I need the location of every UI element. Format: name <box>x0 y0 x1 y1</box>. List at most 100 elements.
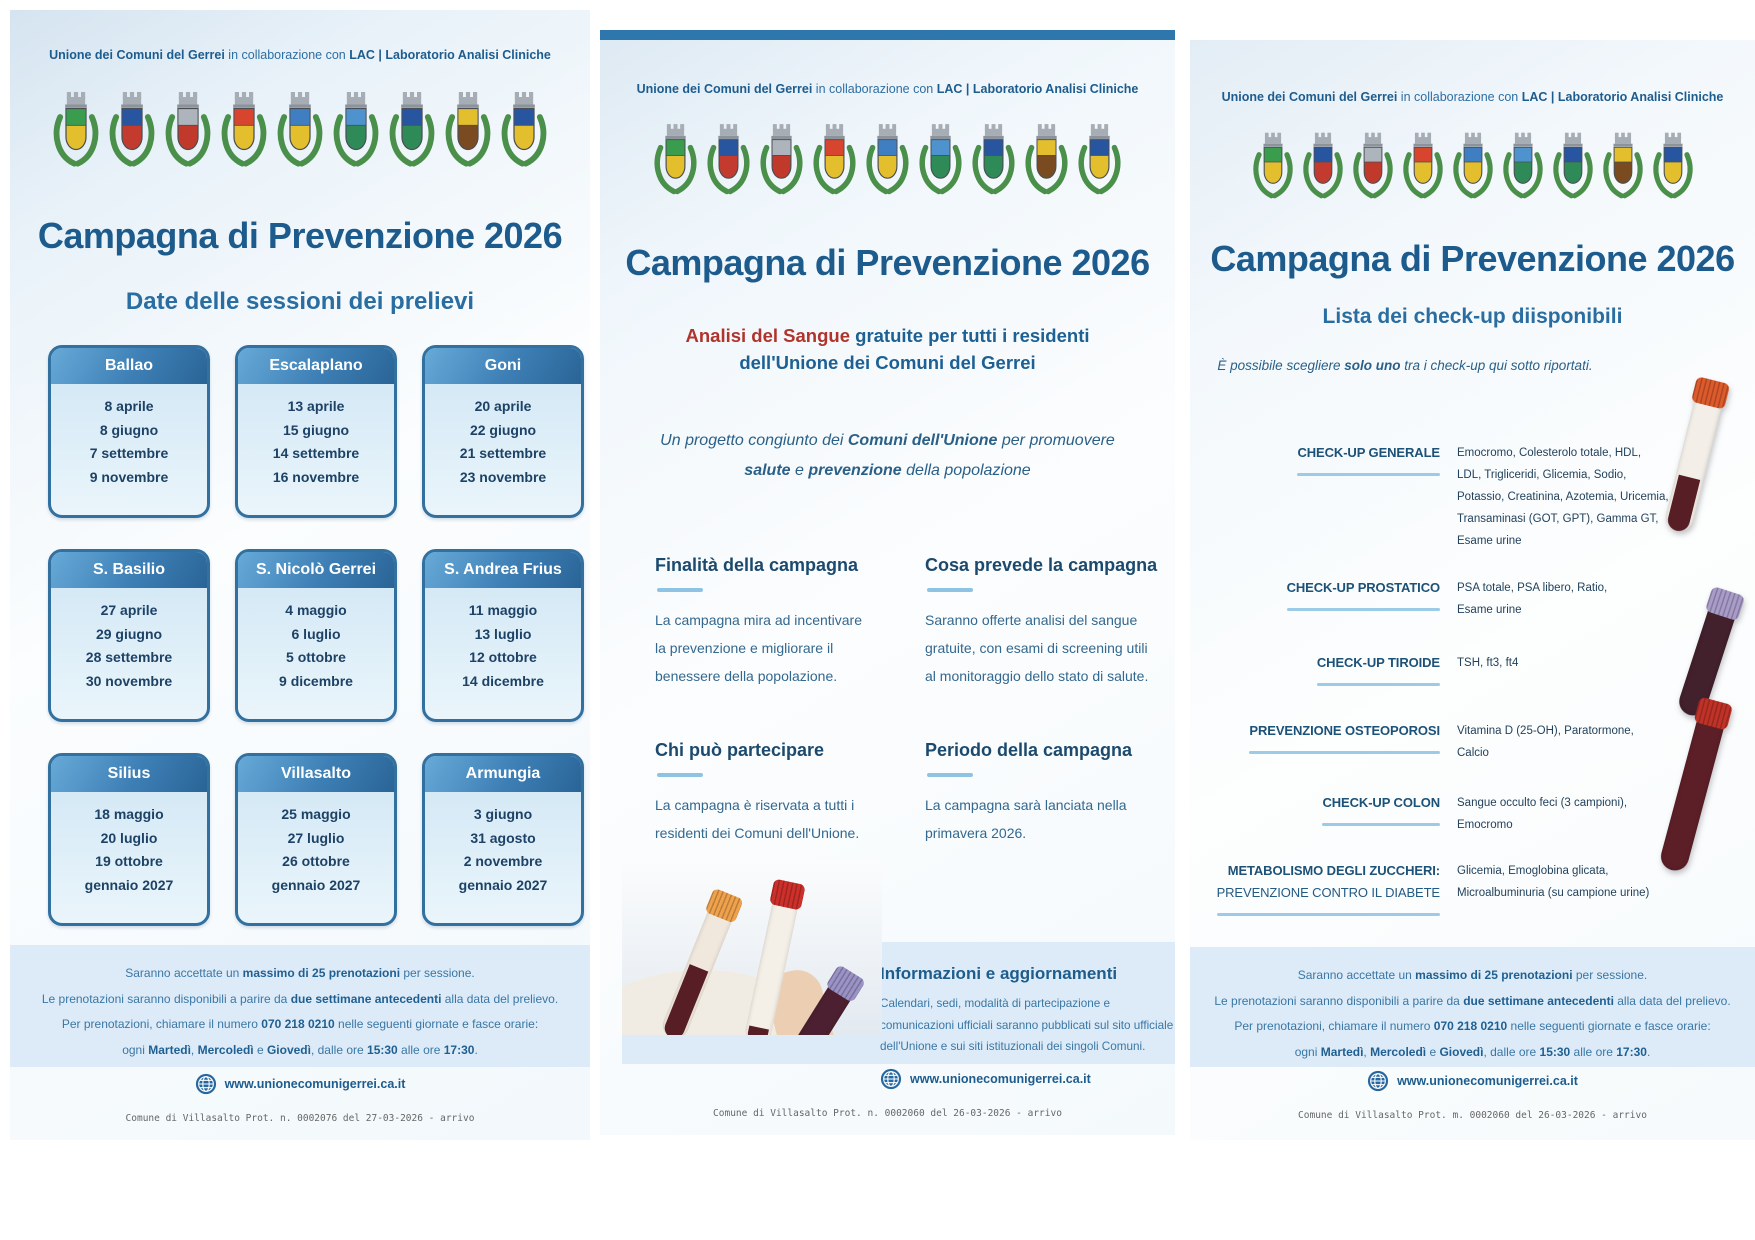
municipal-crest-icon <box>811 116 858 198</box>
session-dates: 8 aprile 8 giugno 7 settembre 9 novembre <box>89 398 169 485</box>
session-dates: 25 maggio 27 luglio 26 ottobre gennaio 2… <box>271 806 361 893</box>
municipal-crest-icon <box>1023 116 1070 198</box>
booking-line: Per prenotazioni, chiamare il numero 070… <box>1234 1019 1711 1033</box>
town-name: Goni <box>425 348 581 384</box>
section-heading: Periodo della campagna <box>925 740 1133 760</box>
globe-icon <box>195 1073 217 1095</box>
dates-subtitle: Date delle sessioni dei prelievi <box>125 288 475 315</box>
session-dates: 27 aprile 29 giugno 28 settembre 30 nove… <box>85 602 173 689</box>
booking-line: Le prenotazioni saranno disponibili a pa… <box>41 991 559 1006</box>
section-heading: Chi può partecipare <box>655 740 825 760</box>
town-name: Escalaplano <box>238 348 394 384</box>
session-card-silius: Silius 18 maggio 20 luglio 19 ottobre gen… <box>48 753 210 926</box>
municipal-crest-icon <box>51 84 101 170</box>
section-finalita: Finalità della campagna La campagna mira… <box>655 555 907 690</box>
section-body: La campagna mira ad incentivare la preve… <box>655 612 863 684</box>
heading-underline <box>657 588 703 592</box>
session-card-armungia: Armungia 3 giugno 31 agosto 2 novembre ge… <box>422 753 584 926</box>
booking-line: ogni Martedì, Mercoledì e Giovedì, dalle… <box>122 1042 478 1057</box>
municipal-crest-icon <box>1601 125 1645 202</box>
checkup-tests: Sangue occulto feci (3 campioni), Emocro… <box>1457 797 1628 831</box>
town-name: Villasalto <box>238 756 394 792</box>
campaign-title: Campagna di Prevenzione 2026 <box>625 242 1150 283</box>
session-dates: 18 maggio 20 luglio 19 ottobre gennaio 2… <box>84 806 174 893</box>
municipal-crest-icon <box>1251 125 1295 202</box>
municipal-crest-icon <box>163 84 213 170</box>
website-row[interactable]: www.unionecomunigerrei.ca.it <box>1190 1070 1755 1092</box>
section-body: Saranno offerte analisi del sangue gratu… <box>925 612 1149 684</box>
town-name: Silius <box>51 756 207 792</box>
panel-checkup-list: Unione dei Comuni del Gerrei in collabor… <box>1190 40 1755 1140</box>
section-periodo: Periodo della campagna La campagna sarà … <box>925 740 1175 847</box>
checkup-label: METABOLISMO DEGLI ZUCCHERI: PREVENZIONE C… <box>1216 860 1441 916</box>
session-dates: 20 aprile 22 giugno 21 settembre 23 nove… <box>459 398 547 485</box>
panel-campaign-overview: Unione dei Comuni del Gerrei in collabor… <box>600 30 1175 1135</box>
municipal-crest-icon <box>1351 125 1395 202</box>
org-header: Unione dei Comuni del Gerrei in collabor… <box>1221 90 1724 104</box>
heading-underline <box>927 588 973 592</box>
website-url[interactable]: www.unionecomunigerrei.ca.it <box>1397 1074 1578 1088</box>
municipal-crest-icon <box>443 84 493 170</box>
town-name: S. Basilio <box>51 552 207 588</box>
town-name: Armungia <box>425 756 581 792</box>
municipal-crest-icon <box>864 116 911 198</box>
session-card-s-basilio: S. Basilio 27 aprile 29 giugno 28 settemb… <box>48 549 210 722</box>
lead-line-2: dell'Unione dei Comuni del Gerrei <box>739 352 1036 373</box>
municipal-crest-icon <box>1501 125 1545 202</box>
session-card-s-andrea-frius: S. Andrea Frius 11 maggio 13 luglio 12 ot… <box>422 549 584 722</box>
booking-line: Le prenotazioni saranno disponibili a pa… <box>1214 993 1731 1008</box>
checkup-subtitle: Lista dei check-up diisponibili <box>1322 305 1623 328</box>
website-url[interactable]: www.unionecomunigerrei.ca.it <box>910 1072 1091 1086</box>
checkup-tests: PSA totale, PSA libero, Ratio, Esame uri… <box>1457 582 1608 616</box>
session-dates: 3 giugno 31 agosto 2 novembre gennaio 20… <box>458 806 548 893</box>
heading-underline <box>657 773 703 777</box>
town-name: S. Nicolò Gerrei <box>238 552 394 588</box>
municipal-crest-icon <box>219 84 269 170</box>
municipal-crest-icon <box>970 116 1017 198</box>
website-row[interactable]: www.unionecomunigerrei.ca.it <box>10 1073 590 1095</box>
heading-underline <box>927 773 973 777</box>
municipal-crest-icon <box>758 116 805 198</box>
protocol-stamp: Comune di Villasalto Prot. n. 0002060 de… <box>713 1108 1062 1119</box>
globe-icon <box>880 1068 902 1090</box>
booking-line: ogni Martedì, Mercoledì e Giovedì, dalle… <box>1294 1044 1651 1059</box>
checkup-label: CHECK-UP COLON <box>1322 792 1440 826</box>
municipal-crest-icon <box>275 84 325 170</box>
municipal-crest-icon <box>1301 125 1345 202</box>
booking-line: Per prenotazioni, chiamare il numero 070… <box>61 1017 539 1031</box>
municipal-crest-icon <box>331 84 381 170</box>
protocol-stamp: Comune di Villasalto Prot. m. 0002060 de… <box>1298 1110 1647 1121</box>
booking-line: Saranno accettate un massimo di 25 preno… <box>1297 968 1648 982</box>
section-body: La campagna è riservata a tutti i reside… <box>655 797 860 841</box>
municipal-crest-icon <box>499 84 549 170</box>
town-name: S. Andrea Frius <box>425 552 581 588</box>
municipal-crest-icon <box>1451 125 1495 202</box>
campaign-title: Campagna di Prevenzione 2026 <box>1210 238 1735 279</box>
municipal-crest-icon <box>107 84 157 170</box>
top-accent-bar <box>600 30 1175 40</box>
booking-info-band: Saranno accettate un massimo di 25 preno… <box>10 945 590 1067</box>
session-card-escalaplano: Escalaplano 13 aprile 15 giugno 14 settem… <box>235 345 397 518</box>
session-card-ballao: Ballao 8 aprile 8 giugno 7 settembre 9 no… <box>48 345 210 518</box>
municipal-crest-icon <box>1551 125 1595 202</box>
town-name: Ballao <box>51 348 207 384</box>
checkup-label: CHECK-UP TIROIDE <box>1316 652 1441 686</box>
section-body: La campagna sarà lanciata nella primaver… <box>925 797 1127 841</box>
municipal-crest-icon <box>1076 116 1123 198</box>
session-cards-grid: Ballao 8 aprile 8 giugno 7 settembre 9 no… <box>48 345 584 926</box>
session-dates: 11 maggio 13 luglio 12 ottobre 14 dicemb… <box>462 602 544 689</box>
website-url[interactable]: www.unionecomunigerrei.ca.it <box>224 1077 406 1091</box>
section-heading: Cosa prevede la campagna <box>925 555 1158 575</box>
checkup-label: CHECK-UP PROSTATICO <box>1286 577 1441 611</box>
session-card-s-nicolo-gerrei: S. Nicolò Gerrei 4 maggio 6 luglio 5 otto… <box>235 549 397 722</box>
municipal-crests-row <box>1190 125 1755 202</box>
municipal-crest-icon <box>652 116 699 198</box>
blood-tubes-photo <box>622 860 882 1035</box>
globe-icon <box>1367 1070 1389 1092</box>
session-card-villasalto: Villasalto 25 maggio 27 luglio 26 ottobre… <box>235 753 397 926</box>
section-heading: Finalità della campagna <box>655 555 859 575</box>
municipal-crest-icon <box>1401 125 1445 202</box>
session-dates: 13 aprile 15 giugno 14 settembre 16 nove… <box>272 398 360 485</box>
website-row[interactable]: www.unionecomunigerrei.ca.it <box>880 1068 1091 1090</box>
